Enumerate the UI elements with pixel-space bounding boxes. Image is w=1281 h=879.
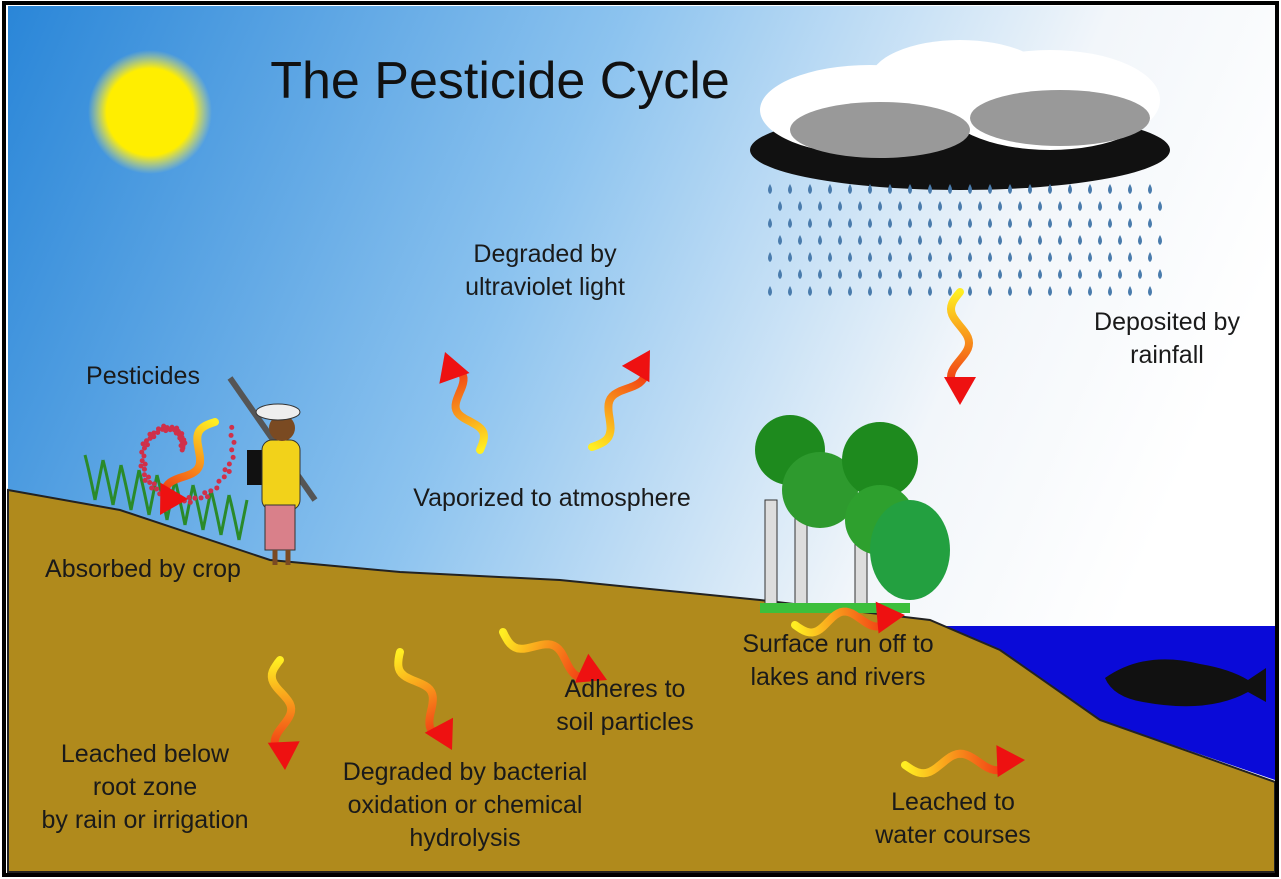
spray-drop [202, 490, 207, 495]
label-text: Degraded by bacterial [343, 758, 588, 786]
spray-drop [216, 479, 221, 484]
label-text: root zone [93, 773, 197, 801]
label-text: soil particles [556, 708, 694, 736]
label-text: water courses [874, 821, 1031, 849]
spray-drop [188, 500, 193, 505]
label-text: Adheres to [565, 675, 686, 703]
label-text: Leached to [891, 788, 1015, 816]
spray-drop [214, 485, 219, 490]
spray-drop [142, 467, 147, 472]
label-text: ultraviolet light [465, 273, 625, 301]
label-text: Pesticides [86, 362, 200, 390]
spray-drop [145, 442, 150, 447]
spray-drop [232, 440, 237, 445]
spray-drop [154, 486, 159, 491]
spray-drop [141, 454, 146, 459]
spray-drop [199, 495, 204, 500]
spray-drop [155, 430, 160, 435]
label-text: Surface run off to [742, 630, 933, 658]
label-text: Absorbed by crop [45, 555, 241, 583]
spray-drop [231, 455, 236, 460]
spray-drop [146, 475, 151, 480]
spray-drop [192, 496, 197, 501]
spray-drop [152, 481, 157, 486]
label-text: by rain or irrigation [41, 806, 248, 834]
spray-drop [174, 431, 179, 436]
label-text: Leached below [61, 740, 230, 768]
label-text: oxidation or chemical [348, 791, 583, 819]
label-text: rainfall [1130, 341, 1204, 369]
spray-drop [151, 434, 156, 439]
spray-drop [177, 436, 182, 441]
spray-drop [222, 474, 227, 479]
label-text: hydrolysis [409, 824, 520, 852]
title: The Pesticide Cycle [270, 52, 730, 110]
label-text: Deposited by [1094, 308, 1240, 336]
spray-drop [163, 428, 168, 433]
sun [88, 50, 212, 174]
label-text: Degraded by [473, 240, 617, 268]
spray-drop [179, 443, 184, 448]
label-text: Vaporized to atmosphere [413, 484, 690, 512]
spray-drop [147, 480, 152, 485]
spray-drop [168, 427, 173, 432]
spray-drop [227, 461, 232, 466]
diagram: The Pesticide Cycle Degraded by ultraviol… [0, 0, 1281, 879]
spray-drop [223, 467, 228, 472]
spray-drop [229, 447, 234, 452]
spray-drop [143, 462, 148, 467]
label-text: lakes and rivers [750, 663, 925, 691]
spray-drop [229, 433, 234, 438]
spray-drop [229, 425, 234, 430]
spray-drop [208, 488, 213, 493]
